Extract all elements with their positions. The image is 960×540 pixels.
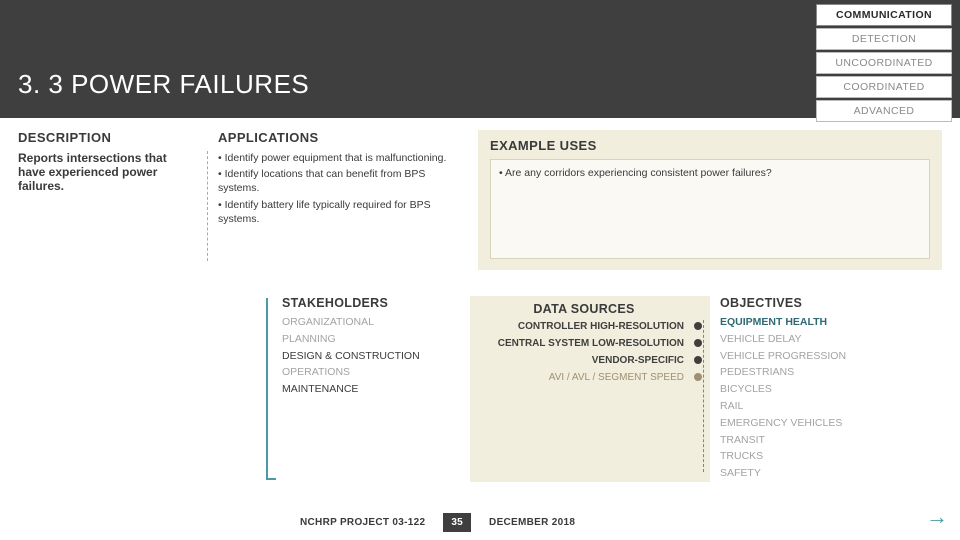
next-arrow-icon[interactable]: → — [926, 504, 948, 530]
objective-item: RAIL — [720, 398, 920, 415]
applications-column: APPLICATIONS Identify power equipment th… — [208, 130, 478, 270]
example-body: Are any corridors experiencing consisten… — [490, 159, 930, 259]
example-list: Are any corridors experiencing consisten… — [499, 166, 921, 180]
applications-heading: APPLICATIONS — [218, 130, 468, 145]
example-item: Are any corridors experiencing consisten… — [499, 166, 921, 180]
stakeholders-list: ORGANIZATIONALPLANNINGDESIGN & CONSTRUCT… — [282, 314, 460, 398]
slide-title: 3. 3 POWER FAILURES — [18, 69, 309, 100]
objective-item: SAFETY — [720, 465, 920, 482]
main-content: DESCRIPTION Reports intersections that h… — [0, 118, 960, 270]
stakeholders-rail — [266, 298, 276, 480]
application-item: Identify locations that can benefit from… — [218, 167, 468, 195]
datasource-dot-icon — [694, 339, 702, 347]
stakeholder-item: OPERATIONS — [282, 364, 460, 381]
objective-item: EQUIPMENT HEALTH — [720, 314, 920, 331]
objectives-column: OBJECTIVES EQUIPMENT HEALTHVEHICLE DELAY… — [720, 296, 920, 482]
objective-item: BICYCLES — [720, 381, 920, 398]
datasource-dot-icon — [694, 322, 702, 330]
example-uses-column: EXAMPLE USES Are any corridors experienc… — [478, 130, 942, 270]
footer-page: 35 — [443, 513, 471, 532]
datasource-item: CONTROLLER HIGH-RESOLUTION — [480, 320, 688, 333]
datasource-item: CENTRAL SYSTEM LOW-RESOLUTION — [480, 337, 688, 350]
objective-item: VEHICLE PROGRESSION — [720, 348, 920, 365]
datasource-item: VENDOR-SPECIFIC — [480, 354, 688, 367]
objective-item: EMERGENCY VEHICLES — [720, 415, 920, 432]
datasource-item: AVI / AVL / SEGMENT SPEED — [480, 371, 688, 384]
objective-item: VEHICLE DELAY — [720, 331, 920, 348]
slide-footer: NCHRP PROJECT 03-122 35 DECEMBER 2018 — [0, 513, 960, 532]
description-column: DESCRIPTION Reports intersections that h… — [18, 130, 208, 270]
footer-project: NCHRP PROJECT 03-122 — [300, 517, 425, 528]
category-chip: COORDINATED — [816, 76, 952, 98]
category-chip: DETECTION — [816, 28, 952, 50]
datasources-heading: DATA SOURCES — [480, 302, 688, 316]
application-item: Identify power equipment that is malfunc… — [218, 151, 468, 165]
application-item: Identify battery life typically required… — [218, 198, 468, 226]
lower-section: STAKEHOLDERS ORGANIZATIONALPLANNINGDESIG… — [260, 296, 942, 482]
objective-item: TRANSIT — [720, 432, 920, 449]
description-text: Reports intersections that have experien… — [18, 151, 208, 261]
applications-list: Identify power equipment that is malfunc… — [218, 151, 468, 226]
datasource-dot-icon — [694, 373, 702, 381]
category-chips: COMMUNICATIONDETECTIONUNCOORDINATEDCOORD… — [816, 4, 952, 122]
datasource-dot-icon — [694, 356, 702, 364]
category-chip: COMMUNICATION — [816, 4, 952, 26]
datasources-rail — [702, 320, 704, 472]
objective-item: PEDESTRIANS — [720, 364, 920, 381]
description-heading: DESCRIPTION — [18, 130, 208, 145]
stakeholder-item: MAINTENANCE — [282, 381, 460, 398]
example-heading: EXAMPLE USES — [490, 138, 930, 153]
objectives-list: EQUIPMENT HEALTHVEHICLE DELAYVEHICLE PRO… — [720, 314, 920, 482]
objective-item: TRUCKS — [720, 448, 920, 465]
stakeholders-heading: STAKEHOLDERS — [282, 296, 460, 310]
objectives-heading: OBJECTIVES — [720, 296, 920, 310]
stakeholders-column: STAKEHOLDERS ORGANIZATIONALPLANNINGDESIG… — [260, 296, 460, 482]
datasources-column: DATA SOURCES CONTROLLER HIGH-RESOLUTIONC… — [470, 296, 710, 482]
category-chip: UNCOORDINATED — [816, 52, 952, 74]
stakeholder-item: PLANNING — [282, 331, 460, 348]
datasources-list: CONTROLLER HIGH-RESOLUTION CENTRAL SYSTEM… — [480, 320, 688, 384]
stakeholder-item: ORGANIZATIONAL — [282, 314, 460, 331]
stakeholder-item: DESIGN & CONSTRUCTION — [282, 348, 460, 365]
footer-date: DECEMBER 2018 — [489, 517, 575, 528]
